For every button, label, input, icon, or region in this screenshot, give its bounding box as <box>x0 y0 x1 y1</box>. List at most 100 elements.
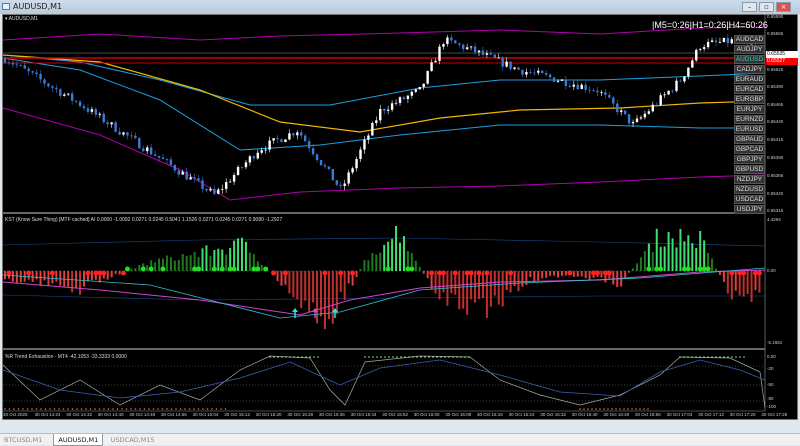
symbol-button-cadjpy[interactable]: CADJPY <box>734 65 765 74</box>
time-axis-label: 30 Oct 16:24 <box>509 412 535 417</box>
candle-body <box>569 86 571 87</box>
kst-bar-down <box>36 271 38 279</box>
kst-signal-dot <box>386 267 391 272</box>
kst-bar-down <box>328 271 330 319</box>
kst-bar-down <box>450 271 452 293</box>
symbol-button-nzdusd[interactable]: NZDUSD <box>734 185 765 194</box>
kst-signal-dot <box>50 271 55 276</box>
wpr-low-dot <box>611 408 613 410</box>
kst-bar-up <box>395 226 397 271</box>
symbol-button-gbpaud[interactable]: GBPAUD <box>734 135 765 144</box>
kst-bar-up <box>636 263 638 271</box>
kst-bar-down <box>533 271 535 282</box>
symbol-button-eurusd[interactable]: EURUSD <box>734 125 765 134</box>
ask-price-label: 0.65527 <box>766 58 798 65</box>
kst-bar-up <box>209 256 211 271</box>
kst-signal-dot <box>741 271 746 276</box>
wpr-high-dot <box>719 356 721 358</box>
kst-bar-down <box>723 271 725 282</box>
symbol-button-gbpjpy[interactable]: GBPJPY <box>734 155 765 164</box>
wpr-low-dot <box>591 408 593 410</box>
candle-body <box>4 58 6 62</box>
symbol-button-usdcad[interactable]: USDCAD <box>734 195 765 204</box>
wpr-low-dot <box>112 408 114 410</box>
wpr-low-dot <box>184 408 186 410</box>
candle-body <box>166 159 168 160</box>
time-axis-label: 30 Oct 16:00 <box>414 412 440 417</box>
price-axis-label: 0.65565 <box>767 31 783 36</box>
symbol-button-euraud[interactable]: EURAUD <box>734 75 765 84</box>
wpr-high-dot <box>309 356 311 358</box>
candle-body <box>723 38 725 42</box>
symbol-button-nzdjpy[interactable]: NZDJPY <box>734 175 765 184</box>
kst-signal-dot <box>220 267 225 272</box>
wpr-low-dot <box>627 408 629 410</box>
wpr-high-dot <box>384 356 386 358</box>
chart-tab[interactable]: USDCAD,M15 <box>107 434 159 446</box>
symbol-button-audcad[interactable]: AUDCAD <box>734 35 765 44</box>
chart-tab[interactable]: AUDUSD,M1 <box>53 434 103 446</box>
kst-bar-up <box>391 239 393 271</box>
kst-signal-dot <box>567 271 572 276</box>
kst-bar-up <box>419 267 421 271</box>
symbol-button-gbpcad[interactable]: GBPCAD <box>734 145 765 154</box>
kst-bar-up <box>668 232 670 271</box>
symbol-button-gbpusd[interactable]: GBPUSD <box>734 165 765 174</box>
kst-signal-dot <box>6 271 11 276</box>
wpr-low-dot <box>40 408 42 410</box>
candle-body <box>711 40 713 41</box>
wpr-high-dot <box>364 356 366 358</box>
candle-body <box>130 135 132 136</box>
candle-body <box>612 98 614 104</box>
symbol-button-eurjpy[interactable]: EURJPY <box>734 105 765 114</box>
candle-body <box>509 62 511 69</box>
kst-bar-down <box>324 271 326 329</box>
wpr-high-dot <box>301 356 303 358</box>
wpr-low-dot <box>647 408 649 410</box>
wpr-high-dot <box>444 356 446 358</box>
candle-body <box>99 114 101 115</box>
symbol-button-eurnzd[interactable]: EURNZD <box>734 115 765 124</box>
kst-lower-level <box>3 295 765 300</box>
wpr-low-dot <box>144 408 146 410</box>
symbol-button-audusd[interactable]: AUDUSD <box>734 55 765 64</box>
kst-bar-up <box>154 262 156 271</box>
chart-tab[interactable]: BTCUSD,M1 <box>0 434 46 446</box>
time-axis-label: 30 Oct 17:20 <box>730 412 756 417</box>
wpr-low-dot <box>27 408 29 410</box>
symbol-button-eurcad[interactable]: EURCAD <box>734 85 765 94</box>
wpr-high-dot <box>273 356 275 358</box>
candle-body <box>237 167 239 175</box>
kst-bar-down <box>91 271 93 280</box>
candle-body <box>478 51 480 53</box>
kst-bar-down <box>344 271 346 300</box>
candle-body <box>537 71 539 73</box>
candle-body <box>8 62 10 63</box>
candle-body <box>494 55 496 58</box>
kst-bar-up <box>130 269 132 271</box>
candle-body <box>683 76 685 81</box>
candle-body <box>458 43 460 44</box>
symbol-button-usdjpy[interactable]: USDJPY <box>734 205 765 214</box>
wpr-low-dot <box>63 408 65 410</box>
wpr-high-dot <box>317 356 319 358</box>
kst-signal-dot <box>149 267 154 272</box>
kst-bar-down <box>541 271 543 278</box>
candle-body <box>355 159 357 168</box>
symbol-button-eurgbp[interactable]: EURGBP <box>734 95 765 104</box>
time-axis-label: 30 Oct 16:40 <box>572 412 598 417</box>
candle-body <box>648 111 650 113</box>
kst-bar-down <box>83 271 85 286</box>
wpr-high-dot <box>388 356 390 358</box>
candle-body <box>87 108 89 112</box>
kst-bar-down <box>312 271 314 302</box>
symbol-button-audjpy[interactable]: AUDJPY <box>734 45 765 54</box>
kst-bar-up <box>158 258 160 271</box>
wpr-low-dot <box>619 408 621 410</box>
candle-body <box>304 136 306 142</box>
wpr-low-dot <box>90 408 92 410</box>
candle-body <box>201 180 203 189</box>
time-axis-label: 30 Oct 15:12 <box>224 412 250 417</box>
wpr-low-dot <box>58 408 60 410</box>
